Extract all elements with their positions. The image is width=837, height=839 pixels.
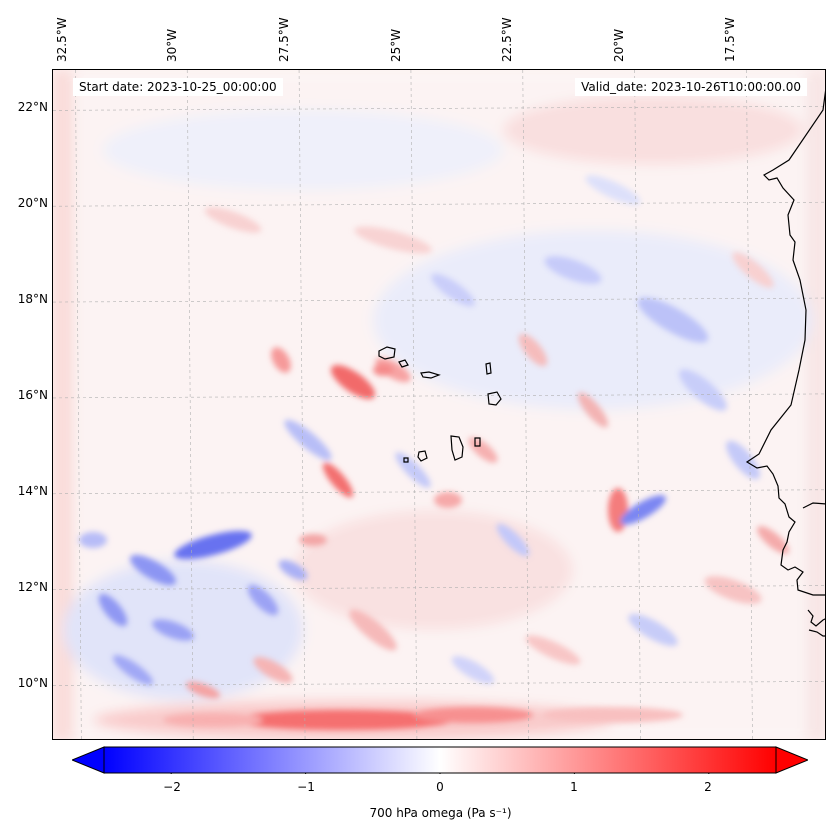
lat-tick-label: 22°N bbox=[17, 100, 48, 114]
lon-tick-label: 22.5°W bbox=[500, 17, 514, 62]
colorbar-body bbox=[103, 746, 777, 774]
meridian-line bbox=[75, 70, 82, 739]
meridian-line bbox=[634, 70, 641, 739]
lon-tick-label: 20°W bbox=[612, 28, 626, 62]
meridian-line bbox=[410, 70, 418, 739]
lat-tick-label: 16°N bbox=[17, 388, 48, 402]
lat-tick-label: 14°N bbox=[17, 484, 48, 498]
cape-verde-islands bbox=[378, 346, 502, 463]
meridian-line bbox=[186, 70, 194, 739]
start-date-label: Start date: 2023-10-25_00:00:00 bbox=[73, 78, 283, 96]
lat-tick-label: 18°N bbox=[17, 292, 48, 306]
island-santiago bbox=[450, 435, 464, 461]
west-africa-coastline bbox=[745, 90, 825, 637]
island-santo-antao bbox=[378, 346, 396, 360]
lat-tick-label: 12°N bbox=[17, 580, 48, 594]
meridian-line bbox=[522, 70, 530, 739]
map-panel[interactable]: Start date: 2023-10-25_00:00:00 Valid_da… bbox=[52, 69, 826, 740]
meridian-line bbox=[746, 70, 753, 739]
lon-tick-label: 32.5°W bbox=[55, 17, 69, 62]
island-fogo bbox=[417, 450, 428, 462]
island-maio bbox=[474, 437, 481, 447]
colorbar-tick-label: 1 bbox=[570, 780, 578, 794]
colorbar-label: 700 hPa omega (Pa s⁻¹) bbox=[369, 806, 512, 820]
omega-features bbox=[79, 175, 789, 730]
gridlines bbox=[53, 70, 825, 739]
island-sal bbox=[485, 362, 492, 375]
lat-tick-label: 20°N bbox=[17, 196, 48, 210]
colorbar-tick-label: 2 bbox=[704, 780, 712, 794]
lat-tick-label: 10°N bbox=[17, 676, 48, 690]
colorbar-extend-max bbox=[775, 746, 810, 774]
lon-tick-label: 25°W bbox=[389, 28, 403, 62]
colorbar-extend-min bbox=[70, 746, 105, 774]
meridian-line bbox=[298, 70, 306, 739]
lon-tick-label: 27.5°W bbox=[277, 17, 291, 62]
omega-field-map bbox=[53, 70, 825, 739]
colorbar-tick-label: −2 bbox=[163, 780, 181, 794]
colorbar bbox=[70, 746, 810, 777]
island-brava bbox=[403, 457, 409, 463]
island-sao-vicente bbox=[398, 359, 409, 368]
colorbar-tick-labels: −2 −1 0 1 2 bbox=[0, 780, 837, 800]
colorbar-tick-label: −1 bbox=[297, 780, 315, 794]
lon-tick-label: 30°W bbox=[165, 28, 179, 62]
island-boa-vista bbox=[487, 391, 502, 406]
island-sao-nicolau bbox=[420, 371, 441, 379]
lon-tick-label: 17.5°W bbox=[723, 17, 737, 62]
colorbar-tick-label: 0 bbox=[436, 780, 444, 794]
valid-date-label: Valid_date: 2023-10-26T10:00:00.00 bbox=[575, 78, 807, 96]
